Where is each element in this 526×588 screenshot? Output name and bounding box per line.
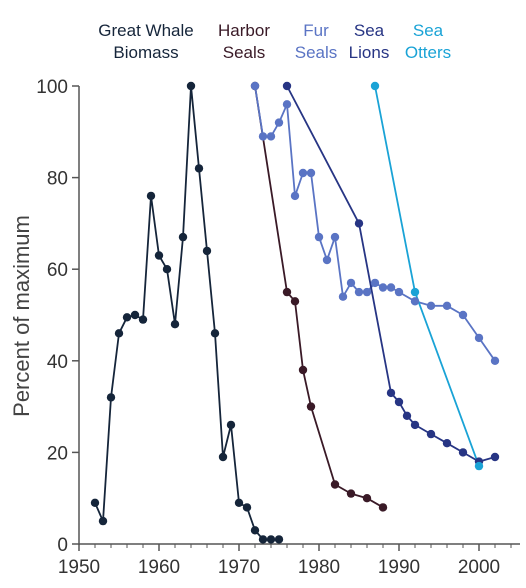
great-whale-biomass-point [146, 191, 156, 201]
sea-lions-line [286, 85, 496, 463]
series-labels: Great Whale Biomass Harbor Seals Fur Seals Sea… [98, 21, 451, 62]
great-whale-biomass-point [154, 251, 164, 260]
fur-seals-point [250, 81, 260, 91]
great-whale-biomass-point [250, 526, 260, 535]
fur-seals-line [254, 85, 496, 362]
fur-seals-point [378, 283, 388, 292]
fur-seals-point [330, 232, 340, 242]
fur-seals-point [322, 255, 332, 265]
fur-seals-point [386, 283, 396, 292]
sea-lions-point [410, 420, 420, 430]
fur-seals-point [298, 168, 308, 178]
sea-lions-point [402, 411, 412, 420]
sea-lions-point [426, 429, 436, 439]
y-tick-label: 80 [47, 169, 68, 190]
great-whale-biomass-point [170, 320, 180, 329]
fur-seals-point [442, 301, 452, 310]
great-whale-biomass-point [210, 329, 220, 338]
fur-seals-point [258, 132, 268, 141]
fur-seals-point [362, 287, 372, 297]
sea-lions-label: Sea Lions [349, 21, 390, 62]
fur-seals-point [410, 297, 420, 306]
great-whale-biomass-point [202, 246, 212, 256]
fur-seals-point [314, 232, 324, 242]
great-whale-biomass-point [106, 393, 116, 402]
fur-seals-point [266, 132, 276, 141]
harbor-seals-point [306, 402, 316, 411]
harbor-seals-point [378, 503, 388, 512]
great-whale-biomass-point [122, 313, 132, 322]
sea-otters-label: Sea Otters [405, 21, 451, 62]
harbor-seals-point [298, 365, 308, 375]
great-whale-biomass-point [242, 503, 252, 512]
fur-seals-point [290, 191, 300, 201]
x-tick-label: 1980 [298, 557, 340, 578]
fur-seals-point [394, 287, 404, 297]
great-whale-biomass-label: Great Whale Biomass [98, 21, 193, 62]
sea-lions-point [442, 439, 452, 448]
harbor-seals-label: Harbor Seals [218, 21, 270, 62]
fur-seals-point [458, 310, 468, 320]
y-tick-label: 100 [36, 77, 68, 98]
great-whale-biomass-point [226, 420, 236, 430]
great-whale-biomass-point [130, 310, 140, 320]
great-whale-biomass-point [186, 81, 196, 91]
x-tick-label: 1950 [58, 557, 100, 578]
great-whale-biomass-point [178, 232, 188, 242]
fur-seals-point [354, 287, 364, 297]
series-points [90, 81, 500, 544]
sea-otters-point [370, 81, 380, 91]
great-whale-biomass-point [218, 452, 228, 462]
harbor-seals-line [254, 85, 384, 509]
fur-seals-point [370, 278, 380, 288]
great-whale-biomass-point [98, 516, 108, 526]
sea-otters-line [374, 85, 480, 467]
harbor-seals-point [362, 494, 372, 503]
fur-seals-point [426, 301, 436, 310]
sea-lions-point [386, 388, 396, 398]
great-whale-biomass-point [162, 265, 172, 274]
great-whale-biomass-point [234, 498, 244, 507]
harbor-seals-point [282, 287, 292, 297]
fur-seals-point [346, 278, 356, 288]
y-tick-label: 40 [47, 352, 68, 373]
x-tick-label: 1990 [378, 557, 420, 578]
x-tick-label: 2000 [458, 557, 500, 578]
sea-lions-point [354, 219, 364, 228]
y-axis-label: Percent of maximum [9, 215, 34, 417]
x-tick-label: 1970 [218, 557, 260, 578]
sea-lions-point [458, 448, 468, 457]
harbor-seals-point [290, 297, 300, 306]
great-whale-biomass-point [274, 535, 284, 544]
series-lines [94, 85, 496, 541]
great-whale-biomass-point [138, 315, 148, 324]
harbor-seals-point [330, 480, 340, 489]
sea-otters-point [410, 287, 420, 297]
great-whale-biomass-point [266, 535, 276, 544]
great-whale-biomass-point [258, 535, 268, 544]
axes: 0 20 40 60 80 100 1950 1960 1970 1980 1990 2000 [36, 77, 520, 578]
fur-seals-point [490, 356, 500, 365]
x-tick-label: 1960 [138, 557, 180, 578]
fur-seals-point [474, 333, 484, 343]
sea-lions-point [394, 397, 404, 407]
great-whale-biomass-point [114, 329, 124, 338]
fur-seals-point [274, 118, 284, 127]
y-tick-label: 0 [57, 535, 68, 556]
harbor-seals-point [346, 489, 356, 498]
sea-otters-point [474, 461, 484, 471]
great-whale-biomass-point [90, 498, 100, 507]
y-tick-label: 20 [47, 443, 68, 464]
sea-lions-point [282, 81, 292, 91]
y-tick-label: 60 [47, 260, 68, 281]
sea-lions-point [490, 452, 500, 462]
fur-seals-point [306, 168, 316, 178]
fur-seals-point [282, 100, 292, 109]
great-whale-biomass-point [194, 164, 204, 173]
fur-seals-label: Fur Seals [295, 21, 338, 62]
great-whale-biomass-line [94, 85, 279, 541]
fur-seals-point [338, 292, 348, 301]
